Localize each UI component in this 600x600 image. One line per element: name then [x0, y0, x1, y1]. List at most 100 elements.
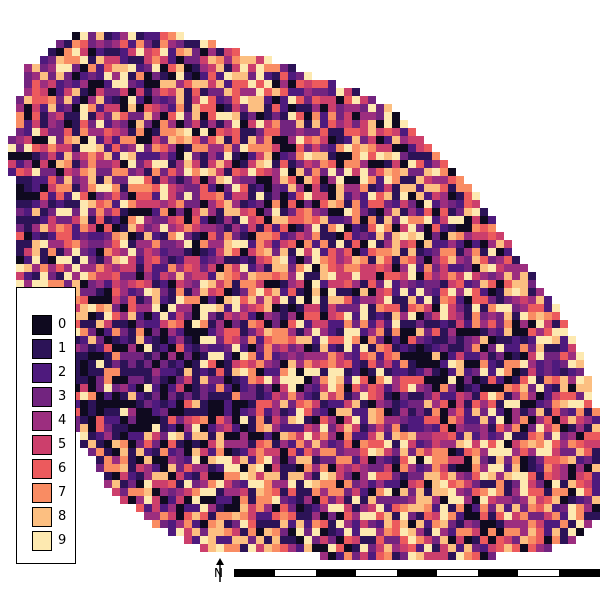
map-cell: [360, 424, 368, 432]
map-cell: [560, 496, 568, 504]
map-cell: [344, 256, 352, 264]
map-cell: [24, 112, 32, 120]
map-cell: [48, 152, 56, 160]
map-cell: [192, 56, 200, 64]
map-cell: [240, 488, 248, 496]
map-cell: [304, 432, 312, 440]
map-cell: [464, 488, 472, 496]
map-cell: [496, 472, 504, 480]
map-cell: [328, 184, 336, 192]
map-cell: [392, 384, 400, 392]
map-cell: [80, 328, 88, 336]
map-cell: [448, 552, 456, 560]
map-cell: [376, 104, 384, 112]
map-cell: [160, 232, 168, 240]
map-cell: [208, 432, 216, 440]
map-cell: [280, 416, 288, 424]
map-cell: [296, 440, 304, 448]
map-cell: [160, 384, 168, 392]
legend-label: 0: [58, 317, 67, 332]
map-cell: [48, 208, 56, 216]
legend-label: 1: [58, 341, 67, 356]
map-cell: [208, 40, 216, 48]
map-cell: [120, 312, 128, 320]
map-cell: [136, 88, 144, 96]
map-cell: [88, 200, 96, 208]
map-cell: [352, 264, 360, 272]
map-cell: [344, 208, 352, 216]
map-cell: [184, 112, 192, 120]
map-cell: [344, 480, 352, 488]
map-cell: [128, 192, 136, 200]
map-cell: [192, 272, 200, 280]
map-cell: [488, 232, 496, 240]
map-cell: [168, 168, 176, 176]
map-cell: [352, 224, 360, 232]
map-cell: [392, 240, 400, 248]
map-cell: [472, 352, 480, 360]
map-cell: [184, 120, 192, 128]
map-cell: [176, 184, 184, 192]
map-cell: [336, 376, 344, 384]
map-cell: [448, 216, 456, 224]
map-cell: [248, 320, 256, 328]
map-cell: [96, 240, 104, 248]
map-cell: [312, 256, 320, 264]
map-cell: [168, 392, 176, 400]
map-cell: [168, 344, 176, 352]
map-cell: [216, 96, 224, 104]
map-cell: [352, 496, 360, 504]
map-cell: [120, 216, 128, 224]
map-cell: [312, 440, 320, 448]
map-cell: [296, 136, 304, 144]
map-cell: [528, 392, 536, 400]
map-cell: [200, 536, 208, 544]
map-cell: [408, 440, 416, 448]
map-cell: [280, 328, 288, 336]
map-cell: [464, 504, 472, 512]
map-cell: [456, 544, 464, 552]
map-cell: [288, 416, 296, 424]
map-cell: [152, 416, 160, 424]
map-cell: [584, 512, 592, 520]
map-cell: [496, 440, 504, 448]
map-cell: [296, 544, 304, 552]
map-cell: [152, 368, 160, 376]
map-cell: [424, 328, 432, 336]
map-cell: [304, 192, 312, 200]
map-cell: [136, 344, 144, 352]
map-cell: [320, 504, 328, 512]
map-cell: [88, 448, 96, 456]
map-cell: [560, 320, 568, 328]
map-cell: [64, 112, 72, 120]
map-cell: [264, 376, 272, 384]
map-cell: [376, 288, 384, 296]
map-cell: [32, 256, 40, 264]
map-cell: [128, 48, 136, 56]
map-cell: [192, 456, 200, 464]
map-cell: [80, 168, 88, 176]
map-cell: [232, 296, 240, 304]
map-cell: [80, 392, 88, 400]
map-cell: [112, 32, 120, 40]
map-cell: [400, 224, 408, 232]
map-cell: [504, 304, 512, 312]
map-cell: [416, 424, 424, 432]
map-cell: [368, 376, 376, 384]
map-cell: [408, 168, 416, 176]
map-cell: [376, 480, 384, 488]
map-cell: [352, 408, 360, 416]
map-cell: [184, 88, 192, 96]
map-cell: [152, 392, 160, 400]
map-cell: [128, 168, 136, 176]
map-cell: [352, 136, 360, 144]
map-cell: [456, 432, 464, 440]
map-cell: [376, 360, 384, 368]
map-cell: [128, 336, 136, 344]
map-cell: [440, 384, 448, 392]
map-cell: [344, 280, 352, 288]
map-cell: [536, 368, 544, 376]
map-cell: [288, 304, 296, 312]
map-cell: [144, 440, 152, 448]
map-cell: [216, 184, 224, 192]
